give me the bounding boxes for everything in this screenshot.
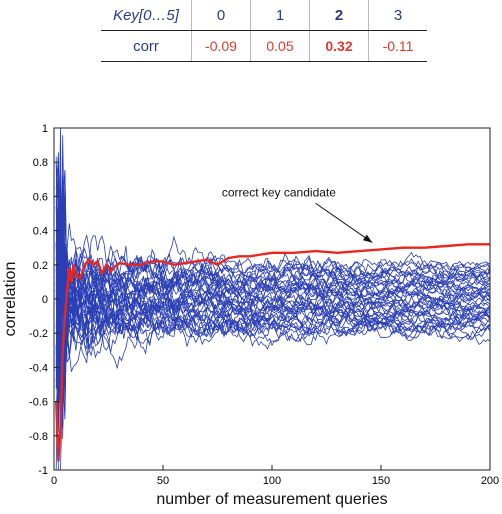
- key-index-cell: 3: [368, 0, 427, 31]
- incorrect-candidate-line: [55, 235, 491, 353]
- corr-row-label: corr: [101, 30, 192, 62]
- axis-ticks: 0 50 100 150 200 1 0.8 0.6 0.4 0.2 0 -0.2 -0.4 -0.6 -0…: [29, 123, 499, 487]
- annotation-label: correct key candidate: [222, 185, 336, 199]
- x-tick-label: 100: [263, 475, 281, 487]
- y-tick-label: 0.6: [33, 191, 48, 203]
- y-tick-label: 0: [42, 294, 48, 306]
- incorrect-candidate-line: [55, 163, 491, 372]
- y-tick-label: 0.4: [33, 226, 48, 238]
- corr-value-cell: 0.05: [250, 30, 310, 62]
- x-axis-label: number of measurement queries: [156, 491, 387, 508]
- incorrect-candidate-line: [55, 183, 491, 382]
- y-tick-label: -0.2: [29, 328, 48, 340]
- incorrect-candidate-line: [55, 170, 491, 410]
- y-tick-label: -0.8: [29, 431, 48, 443]
- x-tick-label: 150: [372, 475, 390, 487]
- incorrect-candidate-line: [55, 234, 491, 398]
- y-tick-label: 1: [42, 123, 48, 135]
- y-tick-label: 0.8: [33, 157, 48, 169]
- incorrect-candidate-line: [55, 162, 491, 399]
- key-correlation-table: Key[0…5] 0 1 2 3 corr -0.09 0.05 0.32 -0…: [101, 0, 427, 62]
- x-tick-label: 0: [51, 475, 57, 487]
- correct-candidate-line: [55, 243, 490, 462]
- incorrect-candidate-line: [55, 187, 491, 411]
- key-index-cell: 0: [191, 0, 251, 31]
- key-index-cell: 1: [250, 0, 310, 31]
- corr-value-cell: 0.32: [309, 30, 369, 62]
- corr-value-cell: -0.09: [191, 30, 251, 62]
- corr-row: corr -0.09 0.05 0.32 -0.11: [101, 30, 427, 62]
- corr-value-cell: -0.11: [368, 30, 427, 62]
- key-index-row: Key[0…5] 0 1 2 3: [101, 0, 427, 31]
- incorrect-candidate-line: [55, 203, 491, 399]
- x-tick-label: 200: [481, 475, 499, 487]
- y-tick-label: -1: [38, 465, 48, 477]
- plot-lines: [55, 127, 491, 471]
- key-header-label: Key[0…5]: [101, 0, 192, 31]
- x-tick-label: 50: [157, 475, 169, 487]
- y-tick-label: -0.4: [29, 362, 48, 374]
- incorrect-candidate-line: [55, 204, 491, 362]
- incorrect-candidate-line: [55, 187, 491, 389]
- annotation-arrow: [315, 202, 373, 243]
- key-index-cell: 2: [309, 0, 369, 31]
- incorrect-candidate-line: [55, 193, 491, 341]
- y-axis-label: correlation: [2, 262, 19, 337]
- annotation-arrowhead: [362, 234, 373, 243]
- incorrect-candidate-line: [55, 206, 491, 471]
- incorrect-candidate-line: [55, 127, 491, 403]
- y-tick-label: -0.6: [29, 397, 48, 409]
- y-tick-label: 0.2: [33, 260, 48, 272]
- incorrect-candidate-line: [55, 175, 491, 364]
- incorrect-candidate-line: [55, 242, 491, 374]
- incorrect-candidate-line: [55, 203, 491, 300]
